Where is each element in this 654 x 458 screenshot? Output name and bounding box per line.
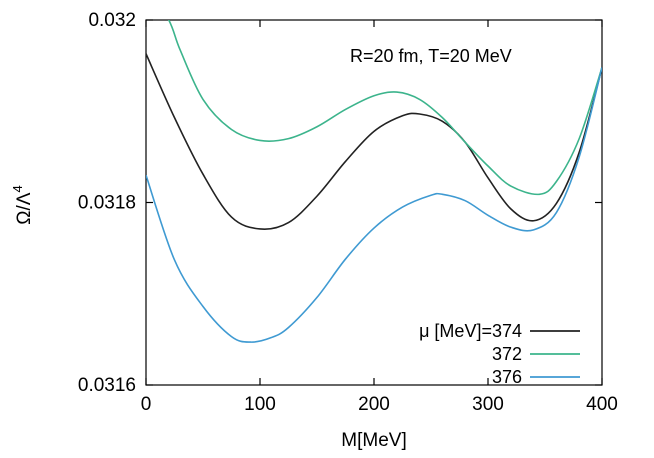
x-tick-label: 100 [244,394,276,415]
y-axis-title: Ω/Λ4 [10,185,35,224]
x-tick-label: 300 [472,394,504,415]
series-line-2 [167,20,602,196]
x-tick-label: 0 [141,394,152,415]
legend: μ [MeV]=374 372 376 [419,321,580,387]
chart-annotation: R=20 fm, T=20 MeV [350,46,512,66]
series-layer [146,20,602,343]
x-tick-label: 400 [586,394,618,415]
x-axis-ticks: 0 100 200 300 400 [141,20,618,415]
legend-label-1: μ [MeV]=374 [419,321,522,341]
legend-label-2: 372 [492,344,522,364]
y-axis-title-base: Ω/Λ [14,192,35,224]
y-tick-label: 0.0318 [78,193,136,214]
x-tick-label: 200 [358,394,390,415]
series-line-1 [146,53,602,230]
y-axis-title-exponent: 4 [10,185,25,192]
y-tick-label: 0.0316 [78,375,136,396]
series-line-3 [146,67,602,343]
legend-label-3: 376 [492,367,522,387]
y-tick-label: 0.032 [88,10,136,31]
x-axis-title: M[MeV] [341,430,406,451]
y-axis-ticks: 0.0316 0.0318 0.032 [78,10,602,396]
